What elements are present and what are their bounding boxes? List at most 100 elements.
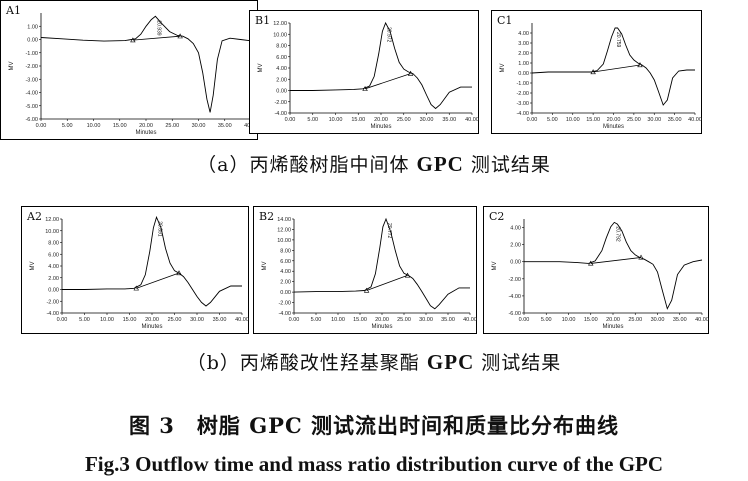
y-tick-label: -2.00 <box>508 277 521 283</box>
x-tick-label: 5.00 <box>62 123 73 129</box>
x-tick-label: 20.00 <box>607 117 621 123</box>
chart-title: C1 <box>497 14 513 27</box>
caption-prefix: （b）丙烯酸改性羟基聚酯 <box>186 352 427 374</box>
x-tick-label: 5.00 <box>307 117 318 123</box>
y-tick-label: -4.00 <box>46 311 59 317</box>
chart-panel-c2: C2 4.00 2.00 0.00 -2.00 -4.00 -6.00 0.00 5.00 10… <box>483 206 709 334</box>
x-tick-label: 15.00 <box>584 317 598 323</box>
x-tick-label: 5.00 <box>79 317 90 323</box>
x-axis-label: Minutes <box>603 124 624 130</box>
series-line <box>293 217 470 310</box>
y-tick-label: -2.00 <box>25 64 38 70</box>
x-tick-label: 30.00 <box>647 117 661 123</box>
y-tick-label: 4.00 <box>48 264 59 270</box>
y-tick-label: -1.00 <box>516 81 529 87</box>
x-tick-label: 10.00 <box>331 317 345 323</box>
x-tick-label: 10.00 <box>562 317 576 323</box>
y-tick-label: 1.00 <box>518 61 529 67</box>
series-line <box>531 27 695 106</box>
x-tick-label: 40.00 <box>695 317 709 323</box>
figure-title: 图 3 树脂 GPC 测试流出时间和质量比分布曲线 <box>129 413 619 438</box>
x-tick-label: 25.00 <box>627 117 641 123</box>
y-tick-label: 0.00 <box>276 89 287 95</box>
peak-label: 20.792 <box>614 226 620 242</box>
y-tick-label: 12.00 <box>45 217 59 223</box>
y-tick-label: -3.00 <box>25 77 38 83</box>
y-tick-label: -2.00 <box>278 301 291 307</box>
x-tick-label: 15.00 <box>353 317 367 323</box>
x-tick-label: 0.00 <box>519 317 530 323</box>
baseline-line <box>136 272 180 289</box>
x-tick-label: 20.00 <box>375 317 389 323</box>
x-tick-label: 35.00 <box>442 117 456 123</box>
caption-suffix: 测试结果 <box>463 154 551 176</box>
x-tick-label: 25.00 <box>628 317 642 323</box>
series-line <box>40 15 252 113</box>
y-tick-label: 0.00 <box>280 290 291 296</box>
y-axis-label: MV <box>492 262 498 271</box>
y-axis-label: MV <box>30 262 36 271</box>
x-tick-label: 5.00 <box>547 117 558 123</box>
baseline-marker <box>404 272 411 278</box>
y-tick-label: 2.00 <box>280 280 291 286</box>
x-tick-label: 0.00 <box>527 117 538 123</box>
y-tick-label: -6.00 <box>25 117 38 123</box>
y-tick-label: 12.00 <box>273 21 287 27</box>
y-tick-label: 4.00 <box>518 31 529 37</box>
figure-title-en: Fig.3 Outflow time and mass ratio distri… <box>84 452 664 476</box>
x-tick-label: 30.00 <box>192 123 206 129</box>
y-tick-label: -4.00 <box>274 111 287 117</box>
baseline-marker <box>590 69 596 75</box>
chart-svg: 4.002.000.00-2.00-4.00-6.000.00 5.00 10.00… <box>492 219 709 330</box>
x-tick-label: 30.00 <box>419 317 433 323</box>
peak-label: 20.759 <box>615 32 621 48</box>
series-line <box>62 215 242 307</box>
x-tick-label: 35.00 <box>441 317 455 323</box>
x-tick-label: 25.00 <box>397 317 411 323</box>
x-tick-label: 40.00 <box>235 317 249 323</box>
chart-svg: 1.000.00-1.00-2.00-3.00-4.00-5.00-6.000.… <box>9 13 258 136</box>
x-tick-label: 30.00 <box>190 317 204 323</box>
caption-bold: GPC <box>416 152 464 176</box>
baseline-line <box>132 35 181 41</box>
y-tick-label: -3.00 <box>516 101 529 107</box>
y-tick-label: 10.00 <box>45 229 59 235</box>
caption-prefix: （a）丙烯酸树脂中间体 <box>197 154 417 176</box>
baseline-line <box>593 64 641 73</box>
baseline-marker <box>363 287 370 293</box>
baseline-line <box>366 275 408 291</box>
y-axis-label: MV <box>9 62 15 71</box>
y-tick-label: -4.00 <box>508 294 521 300</box>
y-tick-label: 0.00 <box>518 71 529 77</box>
chart-svg: 12.00 10.00 8.00 6.00 4.00 2.00 0.00 -2.00 -4.00… <box>30 215 249 330</box>
y-tick-label: 12.00 <box>277 227 291 233</box>
y-tick-label: 2.00 <box>276 77 287 83</box>
y-tick-label: 8.00 <box>48 241 59 247</box>
x-axis-label: Minutes <box>602 324 623 330</box>
baseline-marker <box>638 254 644 260</box>
chart-title: A1 <box>6 4 21 17</box>
x-tick-label: 35.00 <box>213 317 227 323</box>
baseline-line <box>364 73 411 90</box>
baseline-marker <box>407 70 414 76</box>
x-axis-label: Minutes <box>370 124 391 130</box>
y-tick-label: -6.00 <box>508 311 521 317</box>
y-tick-label: -4.00 <box>25 91 38 97</box>
x-tick-label: 15.00 <box>586 117 600 123</box>
y-axis-label: MV <box>500 64 506 73</box>
x-tick-label: 40.00 <box>465 117 479 123</box>
x-tick-label: 30.00 <box>420 117 434 123</box>
x-tick-label: 40.00 <box>688 117 702 123</box>
x-tick-label: 0.00 <box>285 117 296 123</box>
baseline-marker <box>130 37 136 43</box>
y-tick-label: 10.00 <box>277 238 291 244</box>
x-tick-label: 0.00 <box>36 123 47 129</box>
baseline-marker <box>637 62 643 68</box>
y-tick-label: 6.00 <box>280 259 291 265</box>
x-tick-label: 0.00 <box>57 317 68 323</box>
baseline-marker <box>362 85 368 91</box>
chart-svg: 12.00 10.00 8.00 6.00 4.00 2.00 0.00 -2.00 -4.00… <box>258 21 479 130</box>
y-tick-label: 1.00 <box>27 24 38 30</box>
baseline-line <box>590 257 642 264</box>
y-tick-label: 0.00 <box>510 260 521 266</box>
